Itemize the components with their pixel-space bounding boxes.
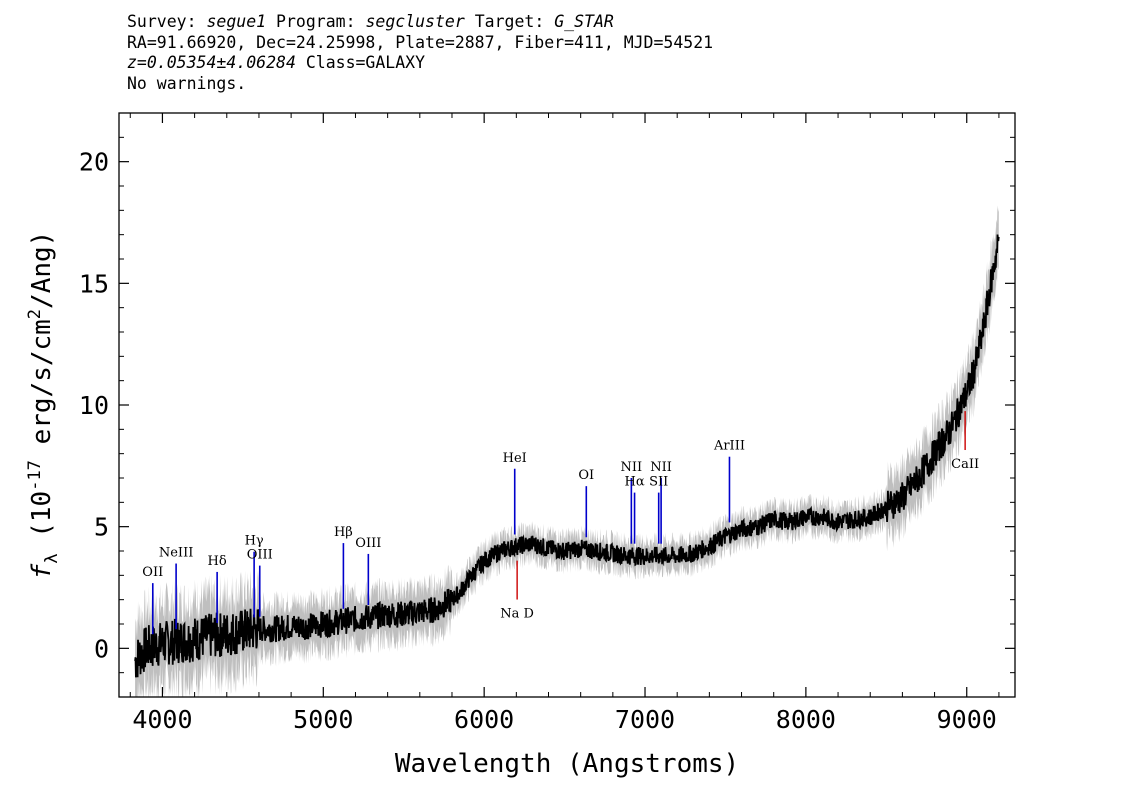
emission-line-label: NII (650, 460, 672, 475)
header-line-survey: Survey: segue1 Program: segcluster Targe… (127, 12, 713, 33)
x-axis-label: Wavelength (Angstroms) (395, 749, 739, 779)
survey-value: segue1 (206, 12, 267, 31)
redshift-value: z=0.05354±4.06284 (127, 53, 296, 72)
x-tick-label: 9000 (937, 705, 997, 734)
program-value: segcluster (365, 12, 465, 31)
header-line-redshift: z=0.05354±4.06284 Class=GALAXY (127, 53, 713, 74)
y-tick-label: 0 (94, 634, 109, 663)
emission-line-label: OI (578, 468, 594, 483)
x-tick-label: 7000 (615, 705, 675, 734)
absorption-line-label: CaII (951, 457, 979, 472)
emission-line-label: Hδ (208, 554, 227, 569)
emission-line-label: OII (142, 565, 163, 580)
x-tick-label: 8000 (776, 705, 836, 734)
header-line-coords: RA=91.66920, Dec=24.25998, Plate=2887, F… (127, 32, 714, 52)
flux-series-line (134, 234, 1000, 678)
emission-line-label: Hγ (245, 534, 264, 549)
target-value: G_STAR (554, 12, 614, 31)
header-line-warnings: No warnings. (127, 73, 247, 93)
y-axis-label: fλ (10-17 erg/s/cm2/Ang) (25, 231, 62, 580)
emission-line-label: ArIII (713, 439, 745, 454)
spectrum-header: Survey: segue1 Program: segcluster Targe… (127, 12, 713, 94)
spectral-lines-layer: OIINeIIIHδHγOIIIHβOIIIHeIOINIIHαNIISIIAr… (142, 411, 979, 635)
x-tick-label: 5000 (293, 705, 353, 734)
emission-line-label: HeI (503, 451, 527, 466)
ticks-layer: 4000 5000 6000 7000 8000 9000 0 5 10 15 20 (79, 112, 1015, 734)
emission-line-label: OIII (355, 536, 381, 551)
x-tick-label: 6000 (454, 705, 514, 734)
emission-line-label: NeIII (159, 546, 193, 561)
y-tick-label: 20 (79, 148, 109, 177)
x-tick-label: 4000 (132, 705, 192, 734)
emission-line-label: Hα (624, 475, 644, 490)
program-label: Program: (276, 12, 356, 31)
absorption-line-label: Na D (500, 607, 534, 622)
emission-line-label: NII (621, 460, 643, 475)
emission-line-label: OIII (247, 548, 273, 563)
y-tick-label: 5 (94, 513, 109, 542)
series-layer (134, 234, 1000, 678)
class-value: Class=GALAXY (305, 53, 426, 72)
emission-line-label: SII (649, 475, 668, 490)
y-tick-label: 10 (79, 391, 109, 420)
y-tick-label: 15 (79, 269, 109, 298)
survey-label: Survey: (127, 12, 197, 31)
emission-line-label: Hβ (334, 525, 353, 540)
target-label: Target: (474, 12, 545, 31)
